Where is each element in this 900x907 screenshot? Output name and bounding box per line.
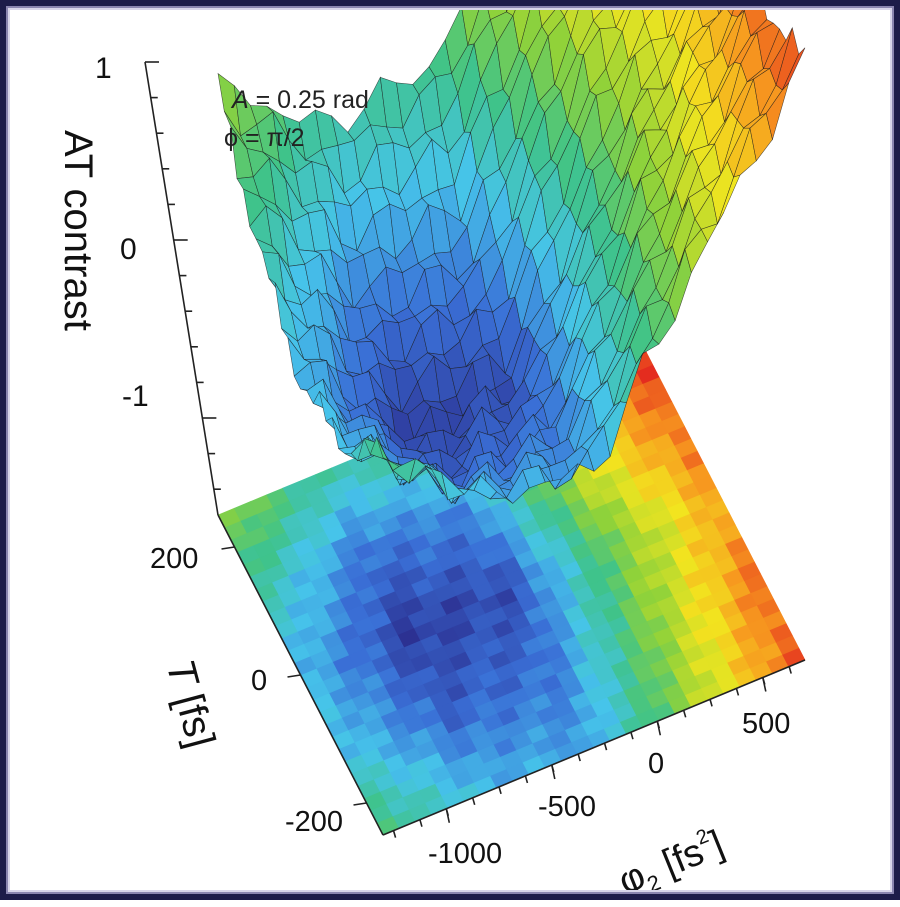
T-axis-tick [287, 674, 301, 678]
z-tick-label: 1 [95, 52, 112, 85]
phi2-axis-minor-tick [709, 699, 713, 707]
phi2-axis-minor-tick [735, 688, 740, 696]
phi2-axis-minor-tick [682, 710, 687, 718]
t-tick-label: 200 [150, 543, 199, 575]
phi2-axis-minor-tick [524, 775, 529, 784]
surface-mesh [217, 0, 806, 505]
phi2-tick-label: 0 [648, 748, 665, 780]
phi2-axis-minor-tick [762, 677, 766, 685]
phi2-axis-minor-tick [471, 797, 476, 806]
surface-facet [564, 0, 582, 37]
T-axis-tick [353, 802, 367, 806]
phi2-axis-minor-tick [445, 808, 450, 816]
z-axis-title: AT contrast [56, 130, 100, 331]
amplitude-annotation: A = 0.25 rad [232, 86, 369, 114]
phi2-axis-minor-tick [498, 786, 502, 795]
phi2-axis-line [382, 659, 806, 836]
phi2-axis-minor-tick [656, 721, 661, 729]
surface-facet [782, 47, 806, 91]
phi2-axis-minor-tick [603, 742, 608, 751]
phase-annotation: ϕ = π/2 [224, 124, 305, 152]
phi2-tick-label: -1000 [428, 838, 503, 870]
phi2-tick-label: -500 [538, 791, 597, 823]
z-axis-line [144, 61, 219, 516]
T-axis-tick [221, 546, 235, 550]
z-tick-label: 0 [120, 233, 137, 266]
phi2-axis-minor-tick [630, 731, 634, 740]
t-tick-label: 0 [251, 665, 268, 697]
t-tick-label: -200 [285, 806, 344, 838]
phi2-axis-minor-tick [392, 830, 397, 838]
axes [144, 61, 806, 838]
phi2-axis-minor-tick [419, 819, 423, 827]
phi2-axis-minor-tick [788, 666, 792, 674]
phi2-tick-label: 500 [742, 708, 791, 740]
phi2-axis-minor-tick [577, 753, 581, 762]
phi2-axis-minor-tick [551, 764, 555, 773]
z-tick-label: -1 [122, 380, 149, 413]
